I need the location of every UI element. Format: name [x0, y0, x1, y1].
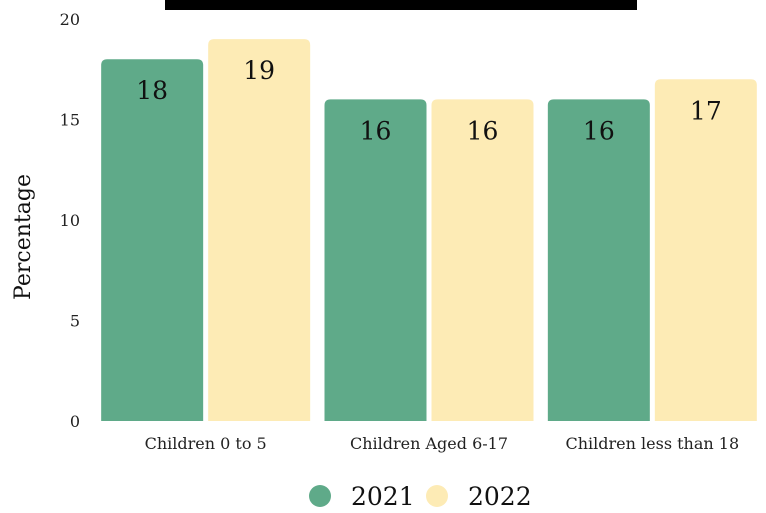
x-tick-label: Children Aged 6-17	[350, 434, 508, 453]
bar-2021-0	[101, 59, 204, 421]
x-axis: Children 0 to 5 Children Aged 6-17 Childre…	[145, 434, 740, 453]
legend-label: 2021	[351, 482, 415, 511]
data-label: 17	[690, 96, 722, 125]
legend-marker-2022	[426, 485, 448, 507]
data-label: 16	[467, 116, 499, 145]
data-label: 16	[583, 116, 615, 145]
data-label: 18	[136, 76, 168, 105]
y-tick-label: 5	[70, 312, 80, 331]
bars-group: 18 19 16 16 16 17	[101, 39, 757, 422]
y-tick-label: 15	[60, 111, 80, 130]
bar-2022-2	[654, 79, 757, 422]
data-label: 16	[360, 116, 392, 145]
y-tick-label: 0	[70, 412, 80, 431]
y-tick-label: 20	[60, 10, 80, 29]
x-tick-label: Children less than 18	[566, 434, 740, 453]
x-tick-label: Children 0 to 5	[145, 434, 267, 453]
bar-2022-1	[431, 99, 534, 422]
y-axis-label: Percentage	[11, 174, 36, 300]
legend-label: 2022	[468, 482, 532, 511]
y-axis: 0 5 10 15 20	[60, 10, 80, 431]
legend: 2021 2022	[309, 482, 532, 511]
bar-2021-1	[324, 99, 427, 422]
bar-2022-0	[208, 39, 311, 421]
legend-marker-2021	[309, 485, 331, 507]
data-label: 19	[243, 56, 275, 85]
y-tick-label: 10	[60, 211, 80, 230]
bar-2021-2	[547, 99, 650, 422]
title-banner	[165, 0, 637, 10]
